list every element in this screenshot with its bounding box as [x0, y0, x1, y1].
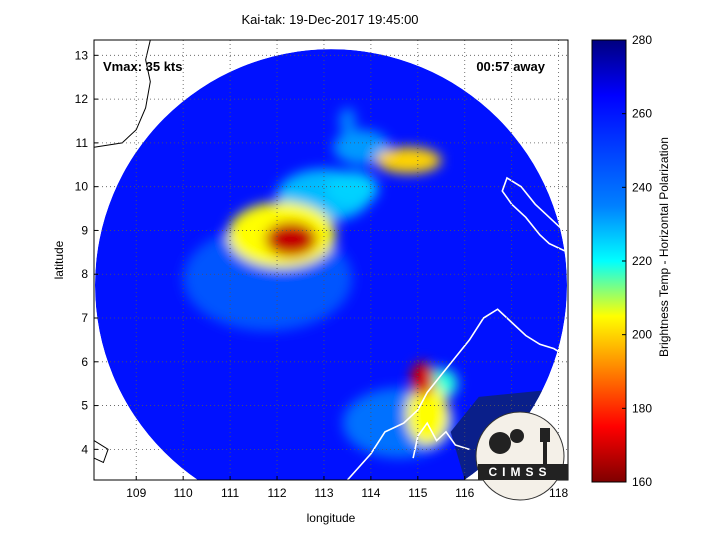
- cbar-label-200: 200: [632, 328, 652, 342]
- x-axis-label: longitude: [307, 511, 356, 525]
- logo-text: CIMSS: [488, 465, 551, 479]
- convective-cell-5: [326, 171, 378, 207]
- x-ticks: 109110111112113114115116117118: [126, 476, 569, 500]
- ytick-label-8: 8: [81, 267, 88, 281]
- y-axis-label: latitude: [52, 240, 66, 279]
- eta-label: 00:57 away: [476, 59, 545, 74]
- ytick-label-4: 4: [81, 442, 88, 456]
- ytick-label-7: 7: [81, 311, 88, 325]
- cbar-label-220: 220: [632, 254, 652, 268]
- xtick-label-118: 118: [549, 486, 568, 500]
- axes-frame: [93, 39, 569, 481]
- coast-segment-2: [501, 176, 568, 254]
- xtick-label-113: 113: [314, 486, 333, 500]
- ytick-label-6: 6: [81, 355, 88, 369]
- convective-cell-9: [375, 147, 442, 174]
- colorbar-label: Brightness Temp - Horizontal Polarizatio…: [657, 137, 671, 357]
- xtick-label-109: 109: [126, 486, 146, 500]
- cbar-label-180: 180: [632, 401, 652, 415]
- y-ticks: 4 5 6 7 8 9 10 11 12 13: [75, 48, 98, 456]
- ytick-label-5: 5: [81, 399, 88, 413]
- xtick-label-114: 114: [361, 486, 380, 500]
- satellite-dish-icon: [489, 432, 511, 454]
- satellite-dish-icon-2: [510, 429, 524, 443]
- xtick-label-112: 112: [267, 486, 286, 500]
- convective-cell-10: [410, 361, 435, 397]
- cbar-label-260: 260: [632, 107, 652, 121]
- convective-cell-2: [338, 107, 356, 135]
- convective-cell-8: [406, 383, 449, 445]
- xtick-label-116: 116: [455, 486, 474, 500]
- cbar-label-280: 280: [632, 33, 652, 47]
- colorbar: 160 180 200 220 240 260 280 Brightness Temp - …: [591, 33, 671, 489]
- water-tower-icon: [540, 428, 550, 442]
- outer-coast-1: [94, 440, 109, 464]
- cimss-logo: CIMSS: [475, 411, 568, 501]
- convective-cell-3: [333, 129, 390, 165]
- plot-area: 109110111112113114115116117118 456789101…: [75, 39, 569, 501]
- gridlines: [94, 40, 568, 480]
- cbar-label-240: 240: [632, 180, 652, 194]
- cbar-label-160: 160: [632, 475, 652, 489]
- xtick-label-115: 115: [408, 486, 427, 500]
- chart-title: Kai-tak: 19-Dec-2017 19:45:00: [241, 12, 418, 27]
- ytick-label-9: 9: [81, 223, 88, 237]
- ytick-label-12: 12: [75, 92, 89, 106]
- xtick-label-111: 111: [221, 486, 240, 500]
- vmax-label: Vmax: 35 kts: [103, 59, 183, 74]
- xtick-label-110: 110: [174, 486, 193, 500]
- convective-cell-11: [265, 221, 317, 257]
- ytick-label-11: 11: [76, 136, 89, 150]
- brightness-swath: [95, 49, 567, 480]
- ytick-label-13: 13: [75, 48, 89, 62]
- colorbar-gradient: [591, 39, 627, 483]
- ytick-label-10: 10: [75, 180, 89, 194]
- coast-segment-0: [346, 308, 568, 480]
